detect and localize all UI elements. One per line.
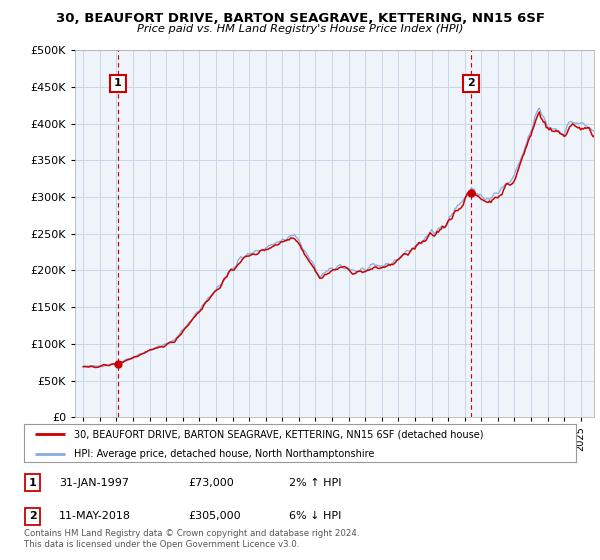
Text: 2% ↑ HPI: 2% ↑ HPI: [289, 478, 342, 488]
Text: HPI: Average price, detached house, North Northamptonshire: HPI: Average price, detached house, Nort…: [74, 449, 374, 459]
Text: 30, BEAUFORT DRIVE, BARTON SEAGRAVE, KETTERING, NN15 6SF (detached house): 30, BEAUFORT DRIVE, BARTON SEAGRAVE, KET…: [74, 429, 483, 439]
Text: Price paid vs. HM Land Registry's House Price Index (HPI): Price paid vs. HM Land Registry's House …: [137, 24, 463, 34]
Text: 30, BEAUFORT DRIVE, BARTON SEAGRAVE, KETTERING, NN15 6SF: 30, BEAUFORT DRIVE, BARTON SEAGRAVE, KET…: [56, 12, 545, 25]
Text: 6% ↓ HPI: 6% ↓ HPI: [289, 511, 341, 521]
Text: £73,000: £73,000: [188, 478, 233, 488]
Text: 2: 2: [467, 78, 475, 88]
Text: Contains HM Land Registry data © Crown copyright and database right 2024.
This d: Contains HM Land Registry data © Crown c…: [24, 529, 359, 549]
Text: 11-MAY-2018: 11-MAY-2018: [59, 511, 131, 521]
Text: 1: 1: [114, 78, 122, 88]
Text: 31-JAN-1997: 31-JAN-1997: [59, 478, 129, 488]
Text: 2: 2: [29, 511, 37, 521]
Text: £305,000: £305,000: [188, 511, 241, 521]
Text: 1: 1: [29, 478, 37, 488]
